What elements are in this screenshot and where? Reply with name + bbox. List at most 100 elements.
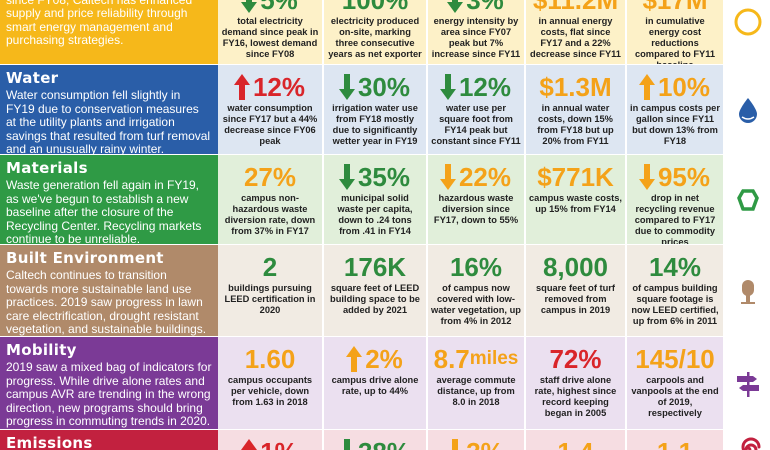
section-title: Mobility (6, 341, 77, 359)
section-title: Materials (6, 159, 88, 177)
stat-card: 14% of campus building square footage is … (627, 245, 723, 337)
stat-value-row: 95% (627, 161, 723, 193)
section-description: Water consumption fell slightly in FY19 … (6, 88, 211, 156)
stat-caption: irrigation water use from FY18 mostly du… (332, 103, 418, 146)
stat-value-row: 3% (428, 0, 524, 16)
recycle-icon (725, 155, 770, 245)
stat-value-row: 100% (324, 0, 426, 16)
stat-value: 2% (365, 344, 403, 374)
stat-value: 8,000 (542, 252, 609, 282)
stat-value-row: 2 (218, 251, 322, 283)
stat-value: 22% (458, 162, 512, 192)
stat-value-row: $771K (526, 161, 625, 193)
stat-card: 145/10 carpools and vanpools at the end o… (627, 337, 723, 430)
stat-card: 95% drop in net recycling revenue compare… (627, 155, 723, 245)
stat-value-row: 72% (526, 343, 625, 375)
stat-card: 1% (218, 430, 322, 450)
section-emissions: Emissions 1% 38% 3% 1.4 1.1 (0, 430, 770, 450)
stat-caption: in cumulative energy cost reductions com… (634, 16, 716, 65)
section-description: 2019 saw a mixed bag of indicators for p… (6, 360, 212, 428)
section-summary: Emissions (0, 430, 218, 450)
stat-caption: energy intensity by area since FY07 peak… (431, 16, 521, 59)
stat-caption: drop in net recycling revenue compared t… (634, 193, 716, 245)
stat-card: 2% campus drive alone rate, up to 44% (324, 337, 426, 430)
stat-card: 3% (428, 430, 524, 450)
stat-caption: staff drive alone rate, highest since re… (534, 375, 617, 418)
stat-value-row: 14% (627, 251, 723, 283)
section-energy: While achieving the lowest demand since … (0, 0, 770, 65)
sun-icon (725, 0, 770, 65)
stat-card: 10% in campus costs per gallon since FY11… (627, 65, 723, 155)
stat-card: 35% municipal solid waste per capita, dow… (324, 155, 426, 245)
stat-card: 3% energy intensity by area since FY07 pe… (428, 0, 524, 65)
stat-card: 100% electricity produced on-site, markin… (324, 0, 426, 65)
arrow-down-icon (338, 74, 355, 100)
stat-caption: square feet of LEED building space to be… (330, 283, 420, 315)
stat-card: 1.60 campus occupants per vehicle, down f… (218, 337, 322, 430)
stat-caption: in annual water costs, down 15% from FY1… (537, 103, 614, 146)
section-built: Built Environment Caltech continues to tr… (0, 245, 770, 337)
stat-value-row: 35% (324, 161, 426, 193)
arrow-up-icon (241, 439, 258, 450)
arrow-up-icon (638, 74, 655, 100)
stat-value-row: 8,000 (526, 251, 625, 283)
stat-caption: carpools and vanpools at the end of 2019… (631, 375, 719, 418)
stat-value: 27% (243, 162, 297, 192)
stat-value: 35% (357, 162, 411, 192)
stat-value-row: 3% (428, 436, 524, 450)
stat-caption: in campus costs per gallon since FY11 bu… (630, 103, 720, 146)
stat-card: 1.4 (526, 430, 625, 450)
stat-value-row: 38% (324, 436, 426, 450)
stat-value: 3% (466, 0, 504, 15)
stat-value: 8.7 (433, 344, 470, 374)
stat-caption: buildings pursuing LEED certification in… (224, 283, 316, 315)
arrow-down-icon (638, 164, 655, 190)
stat-card: 12% water consumption since FY17 but a 44… (218, 65, 322, 155)
stat-card: 16% of campus now covered with low-water … (428, 245, 524, 337)
stat-card: 2 buildings pursuing LEED certification i… (218, 245, 322, 337)
stat-value: 16% (449, 252, 503, 282)
stat-value-row: 5% (218, 0, 322, 16)
stat-value-row: 30% (324, 71, 426, 103)
stat-value-row: 145/10 (627, 343, 723, 375)
stat-value-row: $17M (627, 0, 723, 16)
stat-caption: municipal solid waste per capita, down t… (337, 193, 413, 236)
arrow-down-icon (338, 164, 355, 190)
stat-caption: campus occupants per vehicle, down from … (227, 375, 313, 407)
stat-value: 12% (252, 72, 306, 102)
stat-value: 176K (343, 252, 407, 282)
section-title: Built Environment (6, 249, 164, 267)
arrow-down-icon (241, 0, 258, 13)
stat-caption: campus waste costs, up 15% from FY14 (529, 193, 623, 214)
stat-card: 1.1 (627, 430, 723, 450)
stat-card: 30% irrigation water use from FY18 mostly… (324, 65, 426, 155)
stat-card: $1.3M in annual water costs, down 15% fro… (526, 65, 625, 155)
stat-value-row: 176K (324, 251, 426, 283)
stat-caption: average commute distance, up from 8.0 in… (436, 375, 516, 407)
stat-card: 5% total electricity demand since peak in… (218, 0, 322, 65)
stat-card: 176K square feet of LEED building space t… (324, 245, 426, 337)
stat-value-row: 1.1 (627, 436, 723, 450)
stat-value: $17M (642, 0, 708, 15)
stat-value: 95% (657, 162, 711, 192)
arrow-down-icon (447, 0, 464, 13)
stat-caption: of campus now covered with low-water veg… (431, 283, 521, 326)
section-summary: Water Water consumption fell slightly in … (0, 65, 218, 156)
stat-card: 27% campus non-hazardous waste diversion … (218, 155, 322, 245)
stat-value: 1% (260, 436, 298, 450)
stat-value: 38% (358, 436, 410, 450)
section-description: Caltech continues to transition towards … (6, 268, 207, 336)
section-summary: Mobility 2019 saw a mixed bag of indicato… (0, 337, 218, 430)
stat-value: 1.4 (557, 436, 593, 450)
stat-value: $1.3M (539, 72, 612, 102)
stat-value: 10% (657, 72, 711, 102)
stat-value-row: 1.4 (526, 436, 625, 450)
section-summary: Built Environment Caltech continues to tr… (0, 245, 218, 337)
stat-value: 5% (260, 0, 298, 15)
swirl-icon (725, 430, 770, 450)
stat-value: $11.2M (532, 0, 619, 15)
stat-value: 3% (466, 436, 504, 450)
stat-value-row: $11.2M (526, 0, 625, 16)
stat-card: $771K campus waste costs, up 15% from FY1… (526, 155, 625, 245)
stat-card: 8,000 square feet of turf removed from ca… (526, 245, 625, 337)
